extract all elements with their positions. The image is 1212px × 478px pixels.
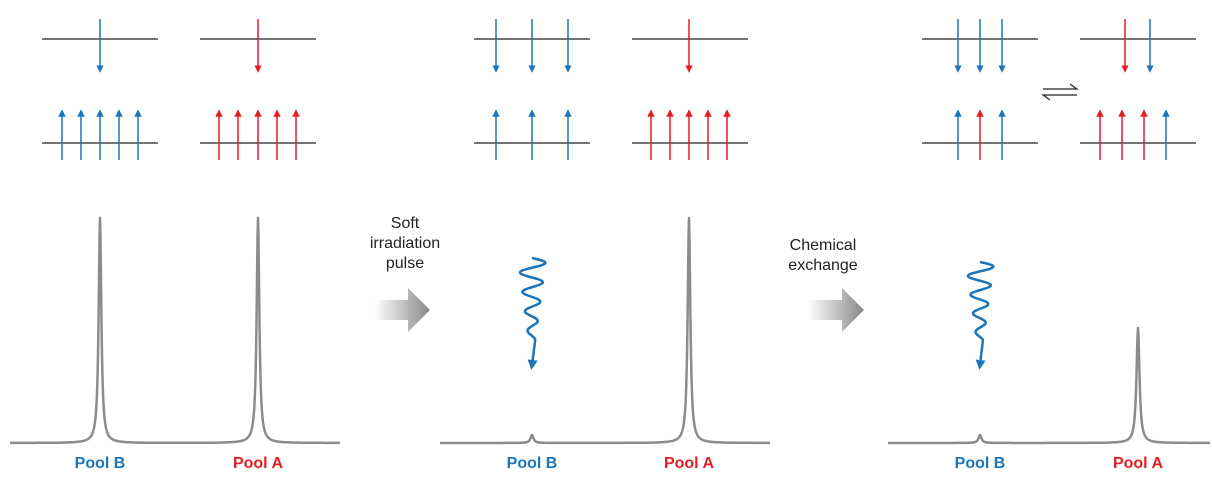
spectra — [9, 216, 1211, 445]
pool-label: Pool A — [664, 455, 715, 472]
pool-label: Pool B — [507, 455, 558, 472]
step-label: pulse — [386, 255, 424, 272]
pool-label: Pool B — [955, 455, 1006, 472]
spin-levels — [42, 19, 1196, 160]
pool-label: Pool A — [1113, 455, 1164, 472]
step-arrow — [808, 288, 864, 332]
irradiation-wave — [966, 260, 995, 370]
irradiation-wave — [518, 256, 547, 370]
step-label: Soft — [391, 215, 420, 232]
spectrum — [887, 326, 1211, 445]
step-label: exchange — [788, 257, 857, 274]
step-label: irradiation — [370, 235, 440, 252]
pool-label: Pool B — [75, 455, 126, 472]
step-arrow — [375, 288, 430, 332]
pool-label: Pool A — [233, 455, 284, 472]
step-label: Chemical — [790, 237, 857, 254]
spectrum — [9, 216, 341, 445]
spectrum — [439, 216, 771, 445]
exchange-symbol — [1041, 83, 1079, 101]
